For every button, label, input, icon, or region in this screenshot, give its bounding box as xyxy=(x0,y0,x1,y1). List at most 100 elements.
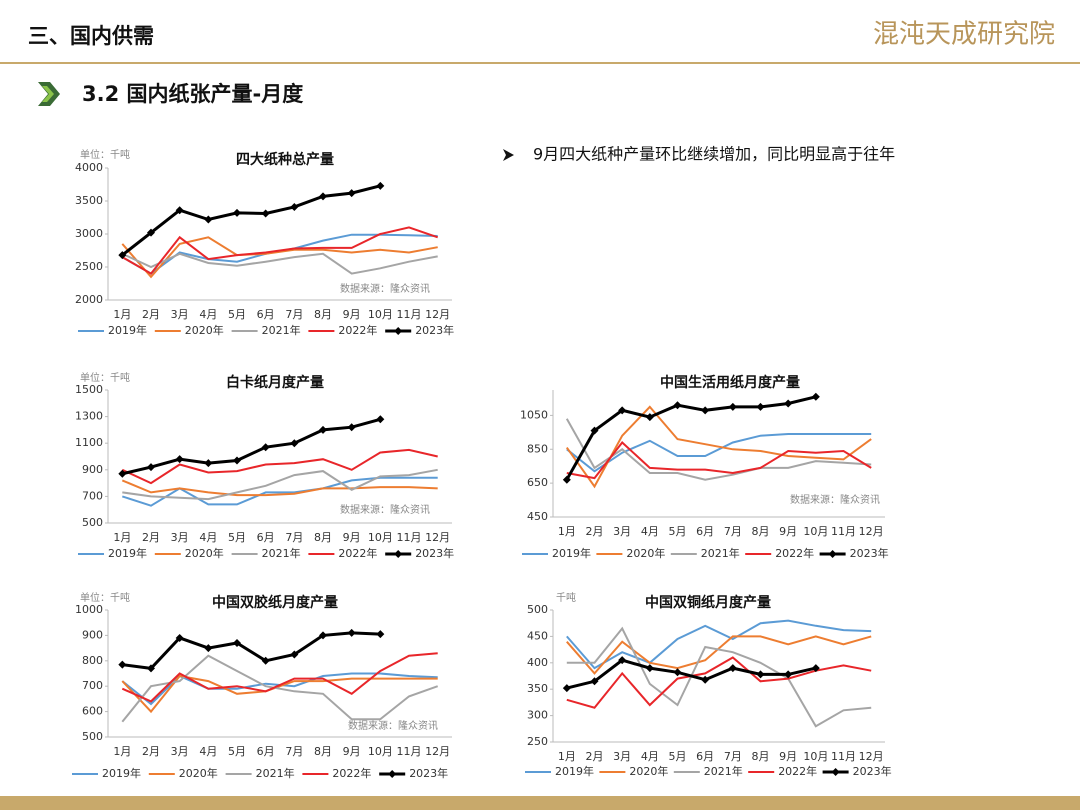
point-marker xyxy=(118,469,127,478)
series-line xyxy=(566,658,817,690)
x-tick-label: 5月 xyxy=(228,745,246,758)
x-tick-label: 7月 xyxy=(285,745,303,758)
x-tick-label: 9月 xyxy=(779,525,797,538)
source-note: 数据来源：隆众资讯 xyxy=(348,719,438,732)
point-marker xyxy=(590,426,599,435)
x-tick-label: 4月 xyxy=(641,750,659,763)
source-note: 数据来源：隆众资讯 xyxy=(340,282,430,295)
y-tick-label: 700 xyxy=(82,489,103,502)
chart-title: 四大纸种总产量 xyxy=(236,151,334,168)
point-marker xyxy=(728,664,737,673)
point-marker xyxy=(233,208,241,217)
series-line xyxy=(121,184,381,257)
series-line xyxy=(121,652,438,703)
point-marker xyxy=(204,459,213,468)
series-line xyxy=(565,395,817,481)
point-marker xyxy=(618,656,627,665)
x-tick-label: 3月 xyxy=(171,531,189,544)
y-tick-label: 300 xyxy=(527,709,548,722)
x-tick-label: 6月 xyxy=(696,525,714,538)
series-line xyxy=(565,418,872,481)
legend-label: 2022年 xyxy=(778,764,817,778)
series-line xyxy=(566,441,872,480)
x-tick-label: 1月 xyxy=(113,745,131,758)
series-line xyxy=(121,476,438,507)
point-marker xyxy=(562,475,571,484)
x-tick-label: 5月 xyxy=(228,308,246,321)
y-tick-label: 900 xyxy=(82,628,103,641)
x-tick-label: 4月 xyxy=(199,308,217,321)
point-marker xyxy=(701,675,710,684)
logo: 混沌天成研究院 xyxy=(873,20,1055,50)
x-tick-label: 9月 xyxy=(343,531,361,544)
section-title: 三、国内供需 xyxy=(28,24,154,48)
point-marker xyxy=(118,251,127,260)
legend-marker xyxy=(388,770,397,778)
x-tick-label: 12月 xyxy=(425,531,450,544)
y-tick-label: 1000 xyxy=(75,603,103,616)
point-marker xyxy=(290,439,299,448)
x-tick-label: 10月 xyxy=(803,525,828,538)
legend-label: 2023年 xyxy=(850,546,889,560)
footer-bar xyxy=(0,796,1080,810)
point-marker xyxy=(319,425,327,434)
legend-label: 2022年 xyxy=(332,766,371,780)
point-marker xyxy=(118,660,127,669)
point-marker xyxy=(590,677,599,686)
y-tick-label: 350 xyxy=(527,682,548,695)
x-tick-label: 8月 xyxy=(314,308,332,321)
point-marker xyxy=(673,401,682,410)
y-tick-label: 500 xyxy=(82,516,103,529)
legend-label: 2021年 xyxy=(256,766,295,780)
x-tick-label: 12月 xyxy=(859,750,884,763)
point-marker xyxy=(376,181,385,190)
y-tick-label: 400 xyxy=(527,656,548,669)
point-marker xyxy=(645,664,654,673)
point-marker xyxy=(290,650,299,659)
point-marker xyxy=(175,455,184,464)
legend-label: 2020年 xyxy=(626,546,665,560)
source-note: 数据来源：隆众资讯 xyxy=(340,503,430,516)
subtitle: 3.2 国内纸张产量-月度 xyxy=(82,82,303,106)
point-marker xyxy=(319,631,327,640)
point-marker xyxy=(562,684,571,693)
legend-label: 2023年 xyxy=(415,546,454,560)
point-marker xyxy=(756,402,765,411)
x-tick-label: 10月 xyxy=(368,308,393,321)
legend-label: 2020年 xyxy=(629,764,668,778)
x-tick-label: 5月 xyxy=(669,525,687,538)
legend-label: 2019年 xyxy=(108,323,147,337)
point-marker xyxy=(645,413,654,422)
x-tick-label: 6月 xyxy=(257,745,275,758)
x-tick-label: 8月 xyxy=(314,531,332,544)
legend-label: 2020年 xyxy=(185,546,224,560)
x-tick-label: 8月 xyxy=(314,745,332,758)
x-tick-label: 3月 xyxy=(171,745,189,758)
legend-label: 2021年 xyxy=(262,546,301,560)
y-tick-label: 900 xyxy=(82,463,103,476)
series-line xyxy=(121,417,381,476)
chart-title: 白卡纸月度产量 xyxy=(226,374,324,391)
series-line xyxy=(122,468,438,501)
x-tick-label: 10月 xyxy=(368,531,393,544)
series-line xyxy=(121,252,438,275)
series-line xyxy=(121,448,438,485)
x-tick-label: 11月 xyxy=(831,525,856,538)
chart-title: 中国双铜纸月度产量 xyxy=(645,594,771,611)
point-marker xyxy=(261,209,270,218)
y-tick-label: 500 xyxy=(527,603,548,616)
x-tick-label: 10月 xyxy=(803,750,828,763)
point-marker xyxy=(147,463,155,472)
series-line xyxy=(565,405,872,489)
unit-label: 千吨 xyxy=(556,591,576,604)
chart-title: 中国生活用纸月度产量 xyxy=(660,374,800,391)
point-marker xyxy=(319,192,327,201)
point-marker xyxy=(784,670,793,679)
point-marker xyxy=(233,456,241,465)
y-tick-label: 700 xyxy=(82,679,103,692)
x-tick-label: 8月 xyxy=(752,525,770,538)
series-line xyxy=(566,656,872,709)
y-tick-label: 800 xyxy=(82,654,103,667)
series-line xyxy=(566,433,872,473)
